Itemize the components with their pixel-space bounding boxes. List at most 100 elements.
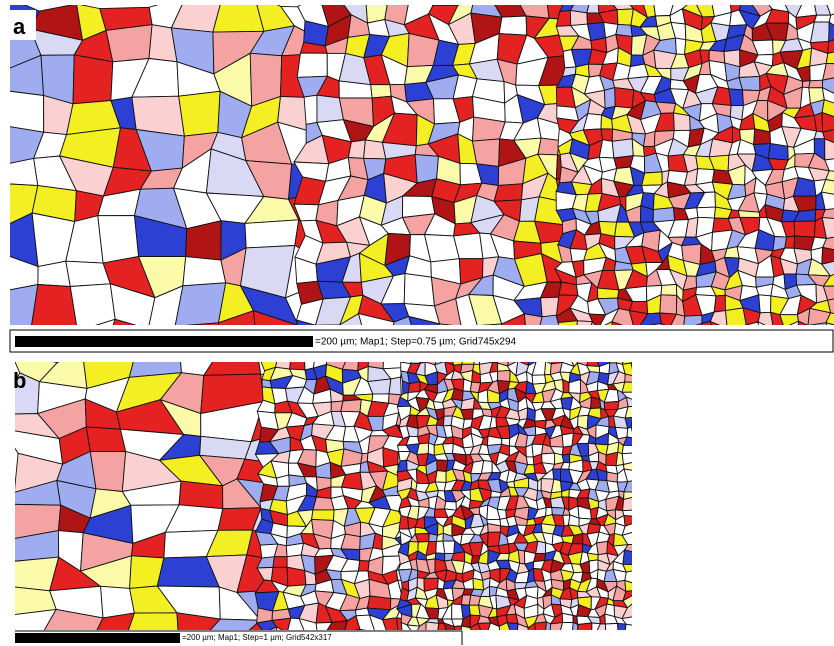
grain bbox=[591, 397, 601, 409]
grain bbox=[640, 407, 655, 422]
grain bbox=[641, 546, 653, 555]
grain bbox=[811, 22, 830, 43]
grain bbox=[297, 53, 327, 77]
grain bbox=[640, 454, 655, 465]
grain bbox=[342, 355, 359, 371]
grain bbox=[473, 578, 484, 590]
grain bbox=[615, 88, 634, 109]
grain bbox=[645, 586, 655, 599]
grain bbox=[389, 377, 401, 395]
grain bbox=[371, 85, 392, 98]
grain bbox=[0, 213, 38, 267]
grain bbox=[622, 382, 635, 392]
grain bbox=[635, 516, 646, 524]
grain bbox=[644, 132, 656, 147]
grain bbox=[606, 641, 616, 646]
grain bbox=[454, 233, 483, 259]
grain bbox=[616, 632, 625, 645]
grain bbox=[780, 315, 799, 328]
grain bbox=[312, 510, 335, 521]
grain bbox=[245, 220, 299, 248]
grain bbox=[604, 401, 619, 409]
grain bbox=[101, 586, 135, 618]
grain bbox=[367, 596, 390, 610]
grain bbox=[538, 138, 560, 155]
grain bbox=[635, 480, 643, 492]
grain bbox=[608, 352, 617, 363]
grain bbox=[360, 630, 375, 646]
grain bbox=[785, 236, 795, 248]
grain bbox=[473, 139, 500, 167]
grain bbox=[342, 641, 360, 646]
grain bbox=[0, 90, 44, 133]
grain bbox=[642, 463, 653, 475]
grain bbox=[526, 457, 534, 465]
grain bbox=[399, 632, 412, 643]
grain bbox=[368, 352, 384, 368]
grain bbox=[632, 604, 645, 617]
grain bbox=[276, 353, 292, 369]
grain bbox=[612, 139, 633, 158]
grain bbox=[697, 207, 716, 218]
grain bbox=[634, 453, 643, 465]
grain bbox=[290, 352, 305, 370]
grain bbox=[31, 285, 78, 332]
grain bbox=[341, 400, 362, 412]
grain bbox=[618, 623, 627, 634]
grain bbox=[541, 640, 553, 646]
grain bbox=[179, 91, 220, 136]
grain bbox=[643, 624, 655, 637]
scale-bar bbox=[15, 633, 180, 643]
grain bbox=[415, 634, 428, 645]
grain bbox=[273, 557, 287, 568]
grain bbox=[428, 642, 439, 646]
grain bbox=[642, 599, 655, 605]
grain bbox=[544, 636, 553, 646]
grain bbox=[415, 642, 429, 646]
grain bbox=[624, 640, 637, 646]
grain bbox=[518, 550, 525, 564]
grain bbox=[729, 89, 744, 106]
grain bbox=[794, 221, 815, 237]
grain bbox=[443, 636, 456, 643]
grain bbox=[683, 315, 702, 329]
grain bbox=[622, 445, 634, 453]
grain bbox=[587, 0, 599, 13]
panel-label: a bbox=[13, 14, 26, 39]
grain bbox=[645, 583, 654, 592]
grain bbox=[714, 295, 725, 312]
grain bbox=[481, 633, 493, 642]
grain bbox=[426, 622, 439, 634]
grain bbox=[726, 308, 747, 329]
grain bbox=[622, 453, 635, 465]
grain bbox=[551, 640, 562, 646]
grain bbox=[578, 641, 592, 646]
grain bbox=[643, 509, 652, 517]
grain bbox=[287, 567, 306, 586]
grain bbox=[357, 642, 374, 646]
grain bbox=[455, 632, 464, 643]
grain bbox=[570, 10, 587, 25]
grain bbox=[499, 544, 510, 554]
grain bbox=[383, 352, 403, 368]
grain bbox=[632, 497, 644, 511]
grain bbox=[634, 433, 645, 447]
grain bbox=[642, 398, 652, 407]
grain bbox=[588, 641, 597, 646]
scale-text: =200 µm; Map1; Step=1 µm; Grid542x317 bbox=[182, 633, 332, 642]
grain bbox=[643, 614, 655, 626]
grain bbox=[634, 446, 644, 455]
grain bbox=[399, 516, 409, 529]
grain bbox=[517, 635, 527, 645]
grain bbox=[525, 641, 536, 646]
grain bbox=[642, 172, 663, 186]
scale-bar bbox=[15, 336, 313, 347]
grain bbox=[545, 622, 551, 637]
grain bbox=[625, 374, 634, 382]
grain bbox=[487, 634, 501, 644]
grain bbox=[809, 80, 823, 88]
grain bbox=[636, 471, 645, 482]
grain bbox=[559, 634, 572, 644]
grain bbox=[438, 632, 448, 644]
grain bbox=[627, 427, 634, 438]
